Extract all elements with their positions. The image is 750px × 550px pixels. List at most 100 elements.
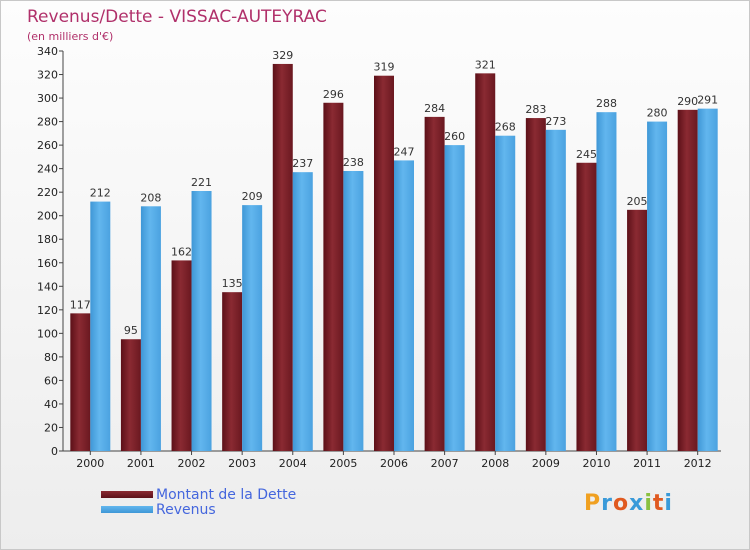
x-tick-label: 2012 — [684, 457, 712, 470]
logo-letter: i — [664, 491, 673, 516]
bar-revenue — [596, 112, 617, 452]
x-tick-label: 2009 — [532, 457, 560, 470]
value-label-debt: 117 — [70, 298, 91, 311]
y-tick-label: 260 — [37, 139, 58, 152]
bar-revenue — [242, 205, 263, 451]
x-tick-label: 2000 — [76, 457, 104, 470]
value-labels: 117 212 95 208 162 221 135 209 329 237 296 238 319 24… — [70, 49, 718, 337]
bar-debt — [222, 292, 243, 451]
x-tick-label: 2008 — [481, 457, 509, 470]
bar-revenue — [697, 108, 718, 451]
value-label-revenue: 268 — [495, 121, 516, 134]
y-tick-label: 60 — [44, 374, 58, 387]
logo-letter: i — [644, 491, 653, 516]
x-tick-label: 2007 — [431, 457, 459, 470]
value-label-revenue: 209 — [242, 190, 263, 203]
y-axis: 0 20 40 60 80 100 120 140 160 180 200 220 240 260 280 3… — [37, 45, 64, 458]
legend-label-revenue: Revenus — [156, 502, 216, 518]
value-label-revenue: 238 — [343, 156, 364, 169]
y-tick-label: 320 — [37, 69, 58, 82]
y-tick-label: 40 — [44, 398, 58, 411]
y-tick-label: 120 — [37, 304, 58, 317]
x-tick-label: 2011 — [633, 457, 661, 470]
bar-debt — [374, 75, 394, 452]
value-label-revenue: 221 — [191, 176, 212, 189]
y-tick-label: 180 — [37, 233, 58, 246]
x-tick-label: 2003 — [228, 457, 256, 470]
proxiti-logo: Proxiti — [584, 491, 673, 516]
value-label-debt: 329 — [272, 49, 293, 62]
y-tick-label: 240 — [37, 163, 58, 176]
y-tick-label: 140 — [37, 280, 58, 293]
bar-debt — [424, 116, 445, 451]
y-tick-label: 160 — [37, 257, 58, 270]
value-label-revenue: 237 — [292, 157, 313, 170]
y-tick-label: 0 — [51, 445, 58, 458]
legend-label-debt: Montant de la Dette — [156, 487, 297, 503]
y-tick-label: 20 — [44, 421, 58, 434]
chart-subtitle: (en milliers d'€) — [27, 30, 114, 43]
value-label-debt: 290 — [677, 95, 698, 108]
value-label-debt: 135 — [222, 277, 243, 290]
y-tick-label: 300 — [37, 92, 58, 105]
bar-debt — [525, 118, 546, 451]
value-label-debt: 245 — [576, 148, 597, 161]
bar-revenue — [343, 171, 364, 451]
value-label-debt: 296 — [323, 88, 344, 101]
value-label-debt: 95 — [124, 324, 138, 337]
value-label-debt: 283 — [525, 103, 546, 116]
logo-letter: o — [612, 491, 630, 516]
value-label-revenue: 260 — [444, 130, 465, 143]
value-label-revenue: 247 — [394, 145, 415, 158]
bar-revenue — [647, 121, 668, 452]
legend-swatch-revenue — [101, 506, 153, 513]
y-tick-label: 80 — [44, 351, 58, 364]
bar-debt — [120, 339, 141, 451]
bar-revenue — [191, 191, 212, 451]
value-label-debt: 284 — [424, 102, 445, 115]
x-tick-label: 2004 — [279, 457, 307, 470]
logo-letter: t — [652, 491, 665, 516]
logo-letter: r — [601, 491, 613, 516]
x-axis: 2000 2001 2002 2003 2004 2005 2006 2007 2008 2009… — [63, 450, 721, 470]
bar-revenue — [394, 160, 414, 452]
bar-debt — [323, 102, 344, 451]
y-tick-label: 280 — [37, 116, 58, 129]
x-tick-label: 2006 — [380, 457, 408, 470]
value-label-debt: 162 — [171, 245, 192, 258]
value-label-revenue: 291 — [697, 94, 718, 107]
x-tick-label: 2002 — [178, 457, 206, 470]
value-label-revenue: 280 — [647, 107, 668, 120]
y-tick-label: 340 — [37, 45, 58, 58]
bar-debt — [576, 162, 597, 451]
x-tick-label: 2010 — [582, 457, 610, 470]
value-label-revenue: 273 — [545, 115, 566, 128]
bar-revenue — [90, 201, 111, 451]
logo-letter: x — [629, 491, 645, 516]
chart-title: Revenus/Dette - VISSAC-AUTEYRAC — [27, 7, 327, 27]
bar-debt — [171, 260, 192, 451]
bar-revenue — [545, 129, 566, 451]
x-tick-label: 2001 — [127, 457, 155, 470]
bar-debt — [475, 73, 496, 452]
bars — [70, 63, 718, 452]
value-label-debt: 319 — [374, 61, 395, 74]
y-tick-label: 200 — [37, 210, 58, 223]
value-label-revenue: 288 — [596, 97, 617, 110]
bar-debt — [272, 63, 293, 452]
value-label-debt: 321 — [475, 58, 496, 71]
bar-debt — [677, 109, 698, 451]
y-tick-label: 100 — [37, 327, 58, 340]
value-label-debt: 205 — [627, 195, 648, 208]
y-tick-label: 220 — [37, 186, 58, 199]
bar-revenue — [495, 135, 516, 452]
value-label-revenue: 212 — [90, 187, 111, 200]
bar-revenue — [444, 145, 465, 451]
logo-letter: P — [584, 491, 602, 516]
x-tick-label: 2005 — [329, 457, 357, 470]
bar-debt — [70, 313, 91, 451]
bar-revenue — [140, 206, 161, 451]
legend-swatch-debt — [101, 491, 153, 498]
